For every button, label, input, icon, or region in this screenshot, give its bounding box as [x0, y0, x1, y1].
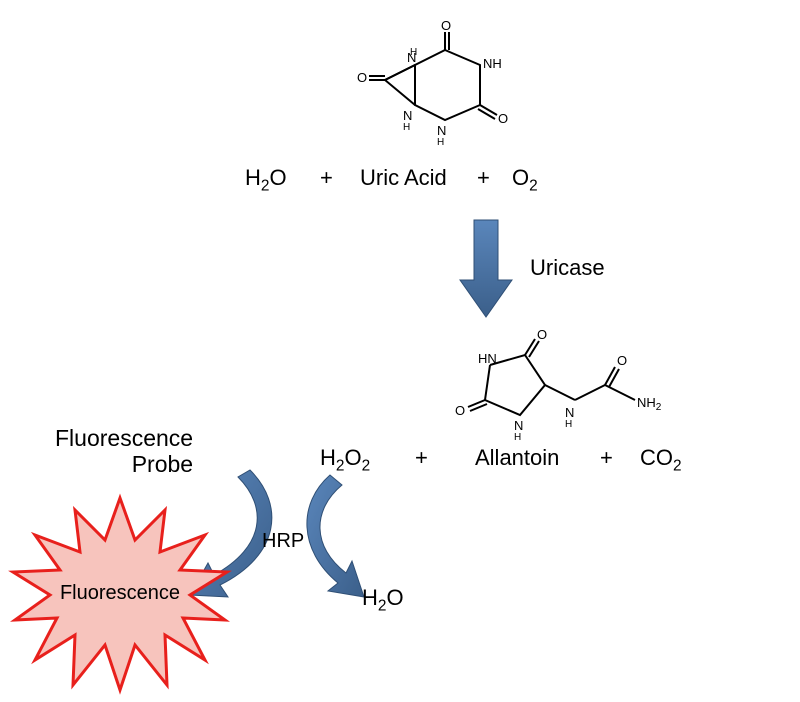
svg-text:O: O — [455, 403, 465, 418]
svg-text:NH2: NH2 — [637, 395, 662, 413]
svg-text:H: H — [514, 432, 521, 443]
hrp-label: HRP — [262, 530, 304, 553]
svg-text:H: H — [403, 122, 410, 133]
co2-label: CO2 — [640, 445, 682, 475]
plus-top-1: + — [320, 165, 333, 191]
svg-text:O: O — [441, 20, 451, 33]
svg-text:H: H — [565, 419, 572, 430]
allantoin-structure: O O HN N H N H O NH2 — [440, 325, 670, 445]
uric-acid-label: Uric Acid — [360, 165, 447, 191]
svg-text:HN: HN — [478, 351, 497, 366]
h2o-top: H2O — [245, 165, 287, 195]
svg-text:O: O — [537, 327, 547, 342]
allantoin-label: Allantoin — [475, 445, 559, 471]
svg-text:O: O — [357, 70, 367, 85]
svg-text:NH: NH — [483, 56, 502, 71]
fluorescence-text: Fluorescence — [45, 582, 195, 605]
svg-text:H: H — [437, 137, 444, 148]
plus-mid-1: + — [415, 445, 428, 471]
uric-acid-structure: O O O NH N N H N H H — [355, 20, 545, 150]
svg-text:N: N — [514, 418, 523, 433]
svg-text:N: N — [403, 108, 412, 123]
svg-text:N: N — [565, 405, 574, 420]
o2-label: O2 — [512, 165, 538, 195]
uricase-label: Uricase — [530, 255, 605, 281]
h2o-bottom: H2O — [362, 585, 404, 615]
svg-text:O: O — [498, 111, 508, 126]
svg-text:H: H — [410, 47, 417, 58]
plus-top-2: + — [477, 165, 490, 191]
svg-text:N: N — [437, 123, 446, 138]
svg-text:O: O — [617, 353, 627, 368]
plus-mid-2: + — [600, 445, 613, 471]
uricase-arrow — [458, 215, 514, 325]
